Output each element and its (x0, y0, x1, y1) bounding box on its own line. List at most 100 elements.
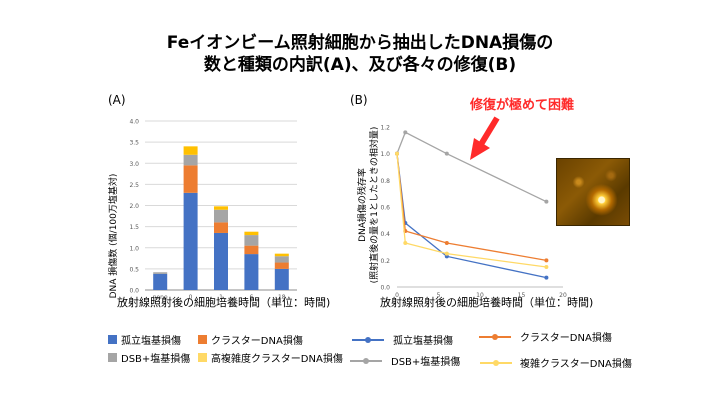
callout-text: 修復が極めて困難 (470, 98, 575, 113)
x-axis-label: 放射線照射後の細胞培養時間（単位：時間) (380, 295, 593, 309)
legend-label-dsb: DSB+塩基損傷 (121, 352, 190, 365)
panel-a-label: (A) (108, 93, 126, 107)
y-tick-label: 1.0 (129, 245, 139, 252)
legend-marker-dsb (363, 358, 369, 364)
y-tick-label: 3.5 (129, 140, 139, 147)
bar-segment (274, 268, 289, 290)
legend-marker-complex (493, 360, 499, 366)
series-line (396, 153, 547, 268)
data-point (403, 241, 408, 245)
data-point (544, 265, 549, 269)
x-axis-label: 放射線照射後の細胞培養時間（単位：時間) (117, 295, 330, 309)
data-point (444, 241, 449, 245)
data-point (444, 254, 449, 259)
y-tick-label: 2.0 (129, 203, 139, 210)
data-point (444, 151, 449, 156)
data-point (395, 151, 399, 156)
bar-segment (274, 253, 289, 257)
data-point (544, 199, 549, 204)
legend-a: 孤立塩基損傷 クラスターDNA損傷 DSB+塩基損傷 高複雑度クラスターDNA損… (108, 334, 343, 365)
series-line (396, 131, 547, 203)
legend-label-cluster: クラスターDNA損傷 (211, 334, 303, 347)
x-tick-label: 0 (395, 292, 399, 299)
bar-segment (183, 154, 198, 166)
series-lines (395, 130, 549, 280)
legend-label-isolated: 孤立塩基損傷 (121, 334, 181, 347)
x-tick-label: 1 (219, 294, 223, 301)
grid (145, 120, 297, 291)
bars (153, 146, 289, 290)
y-tick-labels: 0.0 0.2 0.4 0.6 0.8 1.0 1.2 (380, 125, 390, 292)
legend-marker-isolated (365, 337, 371, 343)
data-point (403, 229, 408, 233)
legend-b-label-cluster: クラスターDNA損傷 (520, 331, 612, 344)
bar-segment (183, 146, 198, 155)
x-tick-label: none (153, 294, 168, 301)
series-line (396, 153, 547, 261)
y-tick-label: 0.0 (129, 288, 139, 295)
y-tick-label: 0.6 (380, 205, 390, 212)
x-tick-labels: 0 5 10 15 20 (395, 292, 567, 299)
x-tick-label: 20 (559, 292, 567, 299)
legend-swatch-cluster (198, 335, 207, 344)
legend-b-label-complex: 複雑クラスターDNA損傷 (520, 357, 632, 370)
title-line-2: 数と種類の内訳(A)、及び各々の修復(B) (203, 55, 517, 75)
y-axis-label-line1: DNA損傷の残存率 (356, 168, 368, 242)
y-axis-label-line2: (照射直後の量を1としたときの相対量) (368, 127, 380, 284)
callout-arrow-icon (470, 116, 500, 160)
series-line (396, 153, 547, 279)
legend-swatch-complex (198, 353, 207, 362)
data-point (395, 151, 399, 156)
x-tick-label: 18 (278, 294, 286, 301)
legend-b-label-isolated: 孤立塩基損傷 (393, 334, 453, 347)
y-tick-label: 0.5 (129, 266, 139, 273)
bar-segment (214, 232, 228, 290)
data-point (403, 221, 408, 225)
y-axis-label: DNA 損傷数 (個/100万塩基対) (107, 174, 119, 299)
y-tick-label: 3.0 (129, 161, 139, 168)
data-point (403, 130, 408, 135)
legend-label-complex: 高複雑度クラスターDNA損傷 (211, 352, 343, 365)
bar-segment (244, 245, 259, 255)
bar-segment (274, 256, 289, 263)
data-point (444, 251, 449, 256)
y-tick-label: 0.4 (380, 231, 390, 238)
y-tick-label: 4.0 (129, 119, 139, 126)
y-tick-label: 1.5 (129, 224, 139, 231)
legend-b: 孤立塩基損傷 クラスターDNA損傷 DSB+塩基損傷 複雑クラスターDNA損傷 (350, 331, 632, 370)
legend-swatch-isolated (108, 335, 117, 344)
y-tick-label: 2.5 (129, 182, 139, 189)
y-tick-label: 1.0 (380, 151, 390, 158)
x-tick-label: 5 (437, 292, 441, 299)
bar-segment (183, 192, 198, 290)
y-tick-label: 1.2 (380, 125, 390, 132)
bar-segment (183, 165, 198, 193)
x-tick-labels: none 0 1 6 18 (153, 294, 286, 301)
title-line-1: Feイオンビーム照射細胞から抽出したDNA損傷の (166, 33, 554, 53)
y-tick-labels: 0.0 0.5 1.0 1.5 2.0 2.5 3.0 3.5 4.0 (129, 119, 139, 295)
data-point (544, 275, 549, 280)
bar-segment (214, 206, 228, 210)
bar-segment (214, 222, 228, 233)
bar-segment (153, 272, 168, 274)
x-tick-label: 6 (249, 294, 253, 301)
legend-b-label-dsb: DSB+塩基損傷 (391, 355, 460, 368)
y-tick-label: 0.8 (380, 178, 390, 185)
bar-segment (244, 254, 259, 290)
legend-marker-cluster (492, 334, 498, 340)
data-point (395, 151, 399, 156)
x-tick-label: 15 (518, 292, 526, 299)
bar-segment (274, 262, 289, 269)
y-tick-label: 0.2 (380, 258, 390, 265)
y-tick-label: 0.0 (380, 285, 390, 292)
legend-swatch-dsb (108, 353, 117, 362)
data-point (544, 258, 549, 263)
microscopy-image (556, 158, 630, 226)
bar-segment (153, 273, 168, 290)
data-point (395, 151, 399, 156)
bar-segment (214, 209, 228, 223)
bar-segment (244, 231, 259, 236)
panel-b-label: (B) (350, 93, 368, 107)
bar-segment (244, 235, 259, 246)
x-tick-label: 0 (189, 294, 193, 301)
